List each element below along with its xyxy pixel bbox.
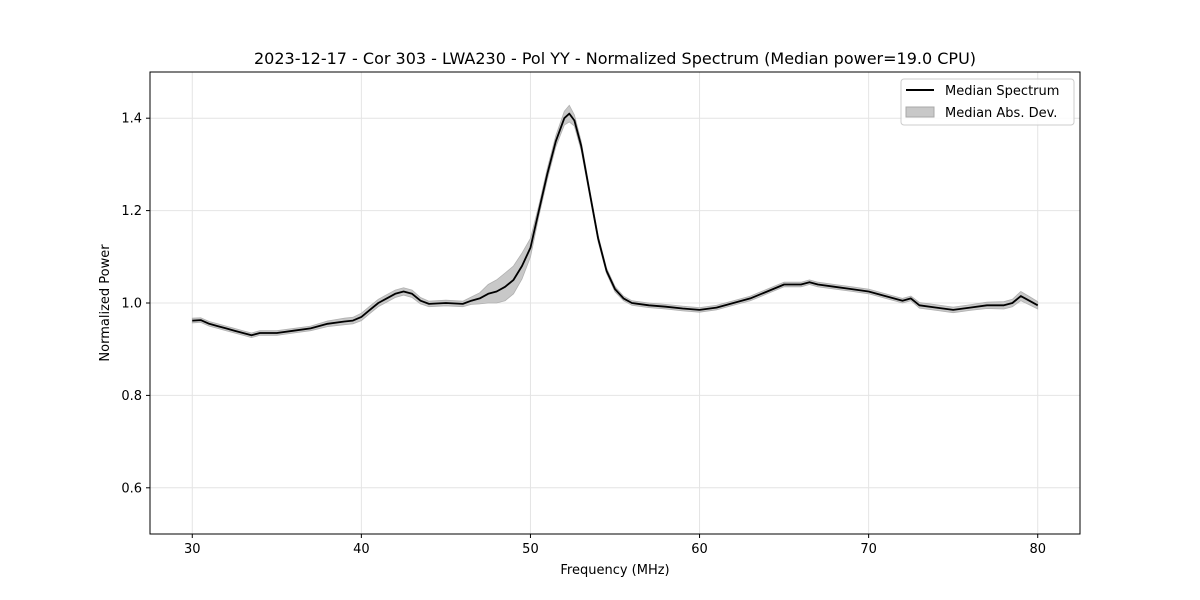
median-line-layer bbox=[192, 112, 1039, 337]
y-axis: 0.6 0.8 1.0 1.2 1.4 bbox=[121, 112, 150, 496]
mad-band-layer bbox=[191, 104, 1039, 339]
legend-mad-label: Median Abs. Dev. bbox=[945, 106, 1057, 121]
y-axis-label: Normalized Power bbox=[98, 244, 113, 362]
legend-median-spectrum-label: Median Spectrum bbox=[945, 84, 1059, 99]
x-axis: 30 40 50 60 70 80 bbox=[184, 534, 1046, 557]
y-tick-label: 1.0 bbox=[121, 297, 142, 312]
legend-mad-band-swatch bbox=[905, 106, 935, 118]
y-tick-label: 1.2 bbox=[121, 204, 142, 219]
x-tick-label: 50 bbox=[522, 542, 539, 557]
x-tick-label: 40 bbox=[353, 542, 370, 557]
median-spectrum-line bbox=[192, 112, 1039, 337]
legend-box bbox=[900, 78, 1075, 126]
chart-title: 2023-12-17 - Cor 303 - LWA230 - Pol YY -… bbox=[254, 49, 976, 68]
y-tick-label: 0.6 bbox=[121, 481, 142, 496]
legend: Median Spectrum Median Abs. Dev. bbox=[900, 78, 1075, 126]
x-tick-label: 80 bbox=[1029, 542, 1046, 557]
x-axis-label: Frequency (MHz) bbox=[560, 563, 669, 578]
x-tick-label: 60 bbox=[691, 542, 708, 557]
x-tick-label: 30 bbox=[184, 542, 201, 557]
y-tick-label: 1.4 bbox=[121, 112, 142, 127]
mad-band bbox=[191, 104, 1039, 339]
x-tick-label: 70 bbox=[860, 542, 877, 557]
y-tick-label: 0.8 bbox=[121, 389, 142, 404]
